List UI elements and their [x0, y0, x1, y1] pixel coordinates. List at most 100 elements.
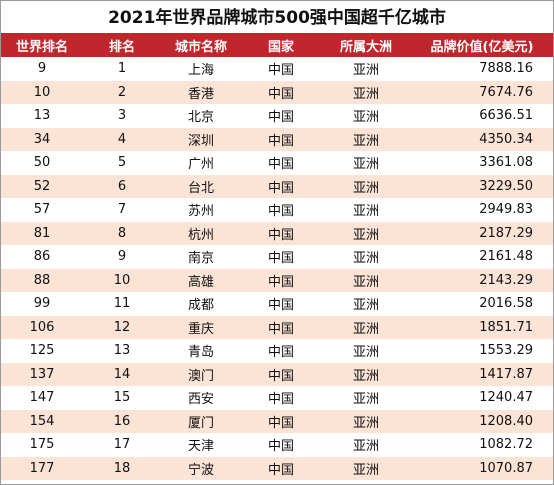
table-cell: 13 — [113, 343, 131, 359]
table-cell: 北京 — [187, 110, 214, 126]
table-row: 106 12 重庆 中国 亚洲 1851.71 — [1, 315, 553, 339]
table-cell: 亚洲 — [321, 80, 411, 104]
table-cell: 4350.34 — [411, 127, 553, 151]
table-cell: 5 — [117, 155, 127, 171]
table-cell: 1208.40 — [411, 409, 553, 433]
table-row: 137 14 澳门 中国 亚洲 1417.87 — [1, 362, 553, 386]
header-row: 世界排名 排名 城市名称 国家 所属大洲 品牌价值(亿美元) — [1, 33, 553, 57]
table-cell: 深圳 — [161, 127, 241, 151]
table-cell: 1 — [117, 61, 127, 77]
table-cell: 52 — [1, 174, 83, 198]
table-cell: 南京 — [187, 251, 214, 267]
table-cell: 亚洲 — [352, 298, 379, 314]
table-cell: 2161.48 — [479, 249, 533, 265]
table-row: 177 18 宁波 中国 亚洲 1070.87 — [1, 456, 553, 480]
table-cell: 13 — [33, 108, 51, 124]
column-header: 世界排名 — [1, 33, 83, 57]
table-cell: 中国 — [267, 298, 294, 314]
table-cell: 2016.58 — [479, 296, 533, 312]
table-cell: 4 — [83, 127, 161, 151]
table-cell: 中国 — [267, 392, 294, 408]
table-cell: 澳门 — [161, 362, 241, 386]
table-cell: 亚洲 — [352, 157, 379, 173]
table-cell: 9 — [37, 61, 47, 77]
table-row: 154 16 厦门 中国 亚洲 1208.40 — [1, 409, 553, 433]
table-cell: 125 — [29, 343, 55, 359]
table-cell: 14 — [83, 362, 161, 386]
table-cell: 亚洲 — [321, 456, 411, 480]
table-row: 147 15 西安 中国 亚洲 1240.47 — [1, 386, 553, 410]
table-cell: 177 — [1, 456, 83, 480]
table-cell: 88 — [1, 268, 83, 292]
table-body: 9 1 上海 中国 亚洲 7888.16 10 2 香港 中国 亚洲 7674.76 13 3 北京 中国 亚洲… — [1, 57, 553, 480]
table-row: 13 3 北京 中国 亚洲 6636.51 — [1, 104, 553, 128]
table-cell: 99 — [33, 296, 51, 312]
table-cell: 1082.72 — [479, 437, 533, 453]
table-cell: 18 — [83, 456, 161, 480]
table-cell: 17 — [113, 437, 131, 453]
table-cell: 154 — [1, 409, 83, 433]
table-cell: 3361.08 — [479, 155, 533, 171]
table-cell: 9 — [117, 249, 127, 265]
table-cell: 亚洲 — [321, 268, 411, 292]
table-cell: 亚洲 — [352, 439, 379, 455]
table-cell: 7888.16 — [479, 61, 533, 77]
table-row: 34 4 深圳 中国 亚洲 4350.34 — [1, 127, 553, 151]
table-row: 99 11 成都 中国 亚洲 2016.58 — [1, 292, 553, 316]
table-cell: 1553.29 — [479, 343, 533, 359]
title: 2021年世界品牌城市500强中国超千亿城市 — [108, 8, 446, 28]
table-cell: 中国 — [267, 157, 294, 173]
table-row: 10 2 香港 中国 亚洲 7674.76 — [1, 80, 553, 104]
table-row: 50 5 广州 中国 亚洲 3361.08 — [1, 151, 553, 175]
table-cell: 8 — [83, 221, 161, 245]
table-cell: 10 — [1, 80, 83, 104]
table-cell: 亚洲 — [352, 345, 379, 361]
table-row: 57 7 苏州 中国 亚洲 2949.83 — [1, 198, 553, 222]
table-cell: 中国 — [241, 409, 321, 433]
table-row: 52 6 台北 中国 亚洲 3229.50 — [1, 174, 553, 198]
table-cell: 中国 — [267, 110, 294, 126]
table-cell: 2187.29 — [411, 221, 553, 245]
table-cell: 3 — [117, 108, 127, 124]
table-cell: 中国 — [241, 174, 321, 198]
table-cell: 1417.87 — [411, 362, 553, 386]
table-cell: 16 — [83, 409, 161, 433]
table-cell: 106 — [1, 315, 83, 339]
table-cell: 上海 — [187, 63, 214, 79]
table-cell: 高雄 — [161, 268, 241, 292]
table-cell: 天津 — [187, 439, 214, 455]
table-cell: 中国 — [241, 221, 321, 245]
table-cell: 中国 — [267, 439, 294, 455]
table-cell: 15 — [113, 390, 131, 406]
table-row: 175 17 天津 中国 亚洲 1082.72 — [1, 433, 553, 457]
table-cell: 亚洲 — [352, 251, 379, 267]
table-cell: 2949.83 — [479, 202, 533, 218]
table-cell: 亚洲 — [321, 127, 411, 151]
table-cell: 50 — [33, 155, 51, 171]
table-cell: 中国 — [241, 268, 321, 292]
table-cell: 6 — [83, 174, 161, 198]
table-cell: 中国 — [267, 63, 294, 79]
table-cell: 西安 — [187, 392, 214, 408]
table-cell: 亚洲 — [352, 204, 379, 220]
table-cell: 81 — [1, 221, 83, 245]
table-cell: 青岛 — [187, 345, 214, 361]
table-cell: 亚洲 — [352, 110, 379, 126]
table-cell: 台北 — [161, 174, 241, 198]
table-cell: 2 — [83, 80, 161, 104]
table-cell: 147 — [29, 390, 55, 406]
table-row: 88 10 高雄 中国 亚洲 2143.29 — [1, 268, 553, 292]
table-cell: 中国 — [241, 456, 321, 480]
table-cell: 广州 — [187, 157, 214, 173]
table-cell: 成都 — [187, 298, 214, 314]
table: 世界排名 排名 城市名称 国家 所属大洲 品牌价值(亿美元) 9 1 上海 中国 亚洲 7888.1… — [1, 33, 553, 480]
table-cell: 7674.76 — [411, 80, 553, 104]
table-cell: 厦门 — [161, 409, 241, 433]
table-row: 86 9 南京 中国 亚洲 2161.48 — [1, 245, 553, 269]
column-header: 所属大洲 — [321, 33, 411, 57]
table-cell: 86 — [33, 249, 51, 265]
table-cell: 11 — [113, 296, 131, 312]
table-cell: 中国 — [267, 204, 294, 220]
table-cell: 1240.47 — [479, 390, 533, 406]
